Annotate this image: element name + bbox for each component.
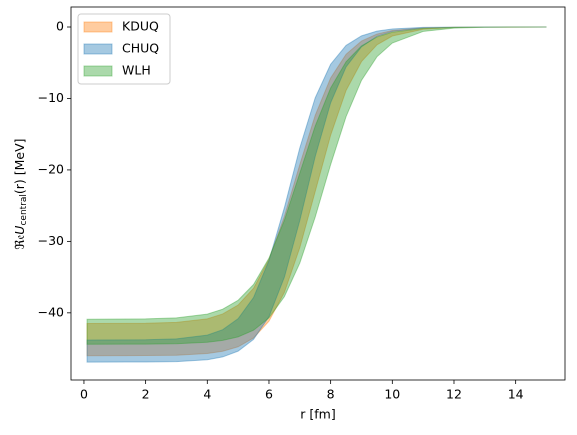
legend-swatch xyxy=(83,43,113,55)
band xyxy=(86,26,547,363)
y-tick-label: −10 xyxy=(38,90,64,105)
band xyxy=(86,26,547,345)
x-tick-label: 10 xyxy=(384,387,400,402)
y-tick-label: −30 xyxy=(38,233,64,248)
x-tick-label: 8 xyxy=(327,387,335,402)
x-tick-label: 14 xyxy=(508,387,524,402)
legend-label: WLH xyxy=(122,63,151,78)
y-tick-label: 0 xyxy=(56,19,64,34)
legend: KDUQ CHUQ WLH xyxy=(77,13,171,85)
legend-label: KDUQ xyxy=(122,19,159,34)
x-tick-label: 12 xyxy=(446,387,462,402)
plot-frame xyxy=(70,6,566,381)
y-axis-label: ℜ𝔢Ucentral(r) [MeV] xyxy=(12,138,29,249)
x-tick-label: 4 xyxy=(203,387,211,402)
y-label-subscript: central xyxy=(19,194,29,225)
y-label-prefix: ℜ𝔢 xyxy=(12,234,27,249)
y-tick-label: −20 xyxy=(38,161,64,176)
x-tick-label: 6 xyxy=(265,387,273,402)
legend-frame xyxy=(77,13,171,85)
legend-swatch xyxy=(83,65,113,77)
legend-swatch xyxy=(83,21,113,33)
band xyxy=(86,26,547,357)
x-axis-label: r [fm] xyxy=(300,407,335,422)
x-tick-label: 2 xyxy=(142,387,150,402)
x-tick-label: 0 xyxy=(80,387,88,402)
y-tick-label: −40 xyxy=(38,304,64,319)
legend-label: CHUQ xyxy=(122,41,159,56)
y-label-symbol: U xyxy=(12,226,27,235)
y-label-suffix: (r) [MeV] xyxy=(12,138,27,194)
